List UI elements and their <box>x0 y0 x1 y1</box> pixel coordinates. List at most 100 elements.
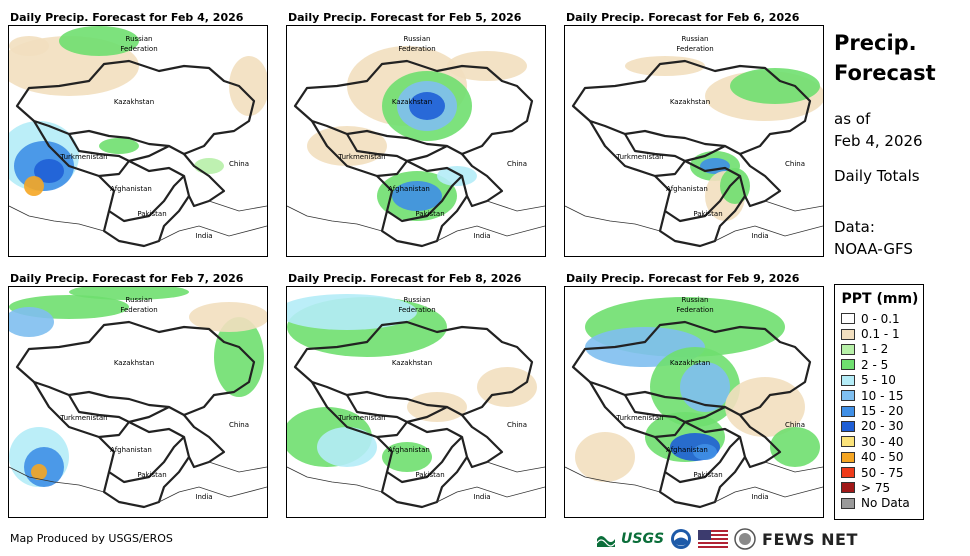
noaa-logo-icon <box>671 529 692 549</box>
map-label-afghanistan: Afghanistan <box>666 446 708 454</box>
panel-title-4: Daily Precip. Forecast for Feb 7, 2026 <box>10 272 244 285</box>
map-svg: Russian Federation Kazakhstan Turkmenistan A… <box>565 26 823 256</box>
precip-area <box>409 92 445 120</box>
panel-title-2: Daily Precip. Forecast for Feb 5, 2026 <box>288 11 522 24</box>
forecast-map-1: Russian Federation Kazakhstan Turkmenistan A… <box>8 25 268 257</box>
legend-label: 40 - 50 <box>861 450 904 465</box>
map-label-afghanistan: Afghanistan <box>388 446 430 454</box>
precip-area <box>189 302 267 332</box>
forecast-map-2: Russian Federation Kazakhstan Turkmenistan A… <box>286 25 546 257</box>
map-label-kazakhstan: Kazakhstan <box>114 98 154 106</box>
precip-area <box>770 427 820 467</box>
usgs-wave-icon <box>597 536 615 547</box>
legend-swatch <box>841 359 855 371</box>
precip-area <box>680 362 730 412</box>
map-label-turkmenistan: Turkmenistan <box>59 153 107 161</box>
legend-swatch <box>841 405 855 417</box>
map-label-india: India <box>751 493 768 501</box>
map-label-india: India <box>473 493 490 501</box>
legend-label: 30 - 40 <box>861 434 904 449</box>
precip-area <box>59 26 139 56</box>
map-label-china: China <box>507 421 527 429</box>
legend-swatch <box>841 313 855 325</box>
legend-label: 50 - 75 <box>861 465 904 480</box>
us-flag-icon <box>698 530 729 548</box>
title-line-1: Precip. <box>834 31 917 55</box>
data-source-block: Data: NOAA-GFS <box>834 216 964 260</box>
minor-borders <box>287 200 545 242</box>
legend-item: 15 - 20 <box>841 403 923 418</box>
legend-item: 0.1 - 1 <box>841 326 923 341</box>
as-of-block: as of Feb 4, 2026 <box>834 108 964 152</box>
legend-title: PPT (mm) <box>841 291 919 307</box>
map-label-kazakhstan: Kazakhstan <box>670 359 710 367</box>
precip-area <box>392 181 442 211</box>
precip-area <box>194 158 224 174</box>
precip-area <box>307 126 387 166</box>
precip-area <box>287 294 417 330</box>
forecast-map-6: Russian Federation Kazakhstan Turkmenistan A… <box>564 286 824 518</box>
map-label-federation: Federation <box>120 306 157 314</box>
panel-title-6: Daily Precip. Forecast for Feb 9, 2026 <box>566 272 800 285</box>
legend-label: 0.1 - 1 <box>861 327 900 342</box>
map-svg: Russian Federation Kazakhstan Turkmenistan A… <box>287 287 545 517</box>
map-svg: Russian Federation Kazakhstan Turkmenistan A… <box>287 26 545 256</box>
as-of-date: Feb 4, 2026 <box>834 132 923 150</box>
legend-swatch <box>841 420 855 432</box>
legend-swatch <box>841 374 855 386</box>
map-svg: Russian Federation Kazakhstan Turkmenistan A… <box>565 287 823 517</box>
panel-title-1: Daily Precip. Forecast for Feb 4, 2026 <box>10 11 244 24</box>
map-label-china: China <box>229 421 249 429</box>
precip-area <box>730 68 820 104</box>
precip-area <box>720 168 750 204</box>
precip-area <box>69 287 189 300</box>
minor-borders <box>9 200 267 242</box>
map-label-pakistan: Pakistan <box>137 471 166 479</box>
legend-label: No Data <box>861 496 910 511</box>
map-label-turkmenistan: Turkmenistan <box>59 414 107 422</box>
precip-area <box>437 166 477 186</box>
usgs-logo: USGS <box>621 531 665 547</box>
precip-area <box>229 56 267 116</box>
legend-swatch <box>841 497 855 509</box>
map-label-russia: Russian <box>404 296 431 304</box>
minor-borders <box>9 461 267 503</box>
legend-item: 50 - 75 <box>841 465 923 480</box>
map-label-russia: Russian <box>126 35 153 43</box>
map-label-afghanistan: Afghanistan <box>110 446 152 454</box>
map-label-china: China <box>229 160 249 168</box>
map-label-turkmenistan: Turkmenistan <box>337 153 385 161</box>
minor-borders <box>565 200 823 242</box>
sidebar-title: Precip. Forecast <box>834 28 954 88</box>
forecast-map-5: Russian Federation Kazakhstan Turkmenistan A… <box>286 286 546 518</box>
map-label-turkmenistan: Turkmenistan <box>615 414 663 422</box>
legend-label: 10 - 15 <box>861 388 904 403</box>
legend-label: 20 - 30 <box>861 419 904 434</box>
map-label-kazakhstan: Kazakhstan <box>392 359 432 367</box>
map-label-turkmenistan: Turkmenistan <box>615 153 663 161</box>
legend-item: > 75 <box>841 480 923 495</box>
legend-item: 40 - 50 <box>841 450 923 465</box>
precip-area <box>9 36 49 56</box>
usaid-seal-icon <box>734 528 756 550</box>
map-label-china: China <box>785 421 805 429</box>
panel-title-3: Daily Precip. Forecast for Feb 6, 2026 <box>566 11 800 24</box>
map-label-federation: Federation <box>120 45 157 53</box>
map-label-pakistan: Pakistan <box>415 471 444 479</box>
legend-swatch <box>841 343 855 355</box>
as-of-label: as of <box>834 110 871 128</box>
map-label-afghanistan: Afghanistan <box>110 185 152 193</box>
title-line-2: Forecast <box>834 61 936 85</box>
legend-item: 10 - 15 <box>841 388 923 403</box>
legend-swatch <box>841 467 855 479</box>
map-label-federation: Federation <box>676 306 713 314</box>
legend-item: 2 - 5 <box>841 357 923 372</box>
legend-label: > 75 <box>861 480 891 495</box>
map-label-china: China <box>785 160 805 168</box>
map-label-kazakhstan: Kazakhstan <box>114 359 154 367</box>
minor-borders <box>287 461 545 503</box>
map-label-india: India <box>751 232 768 240</box>
map-credit: Map Produced by USGS/EROS <box>10 532 173 545</box>
legend-label: 2 - 5 <box>861 357 889 372</box>
precip-area <box>477 367 537 407</box>
